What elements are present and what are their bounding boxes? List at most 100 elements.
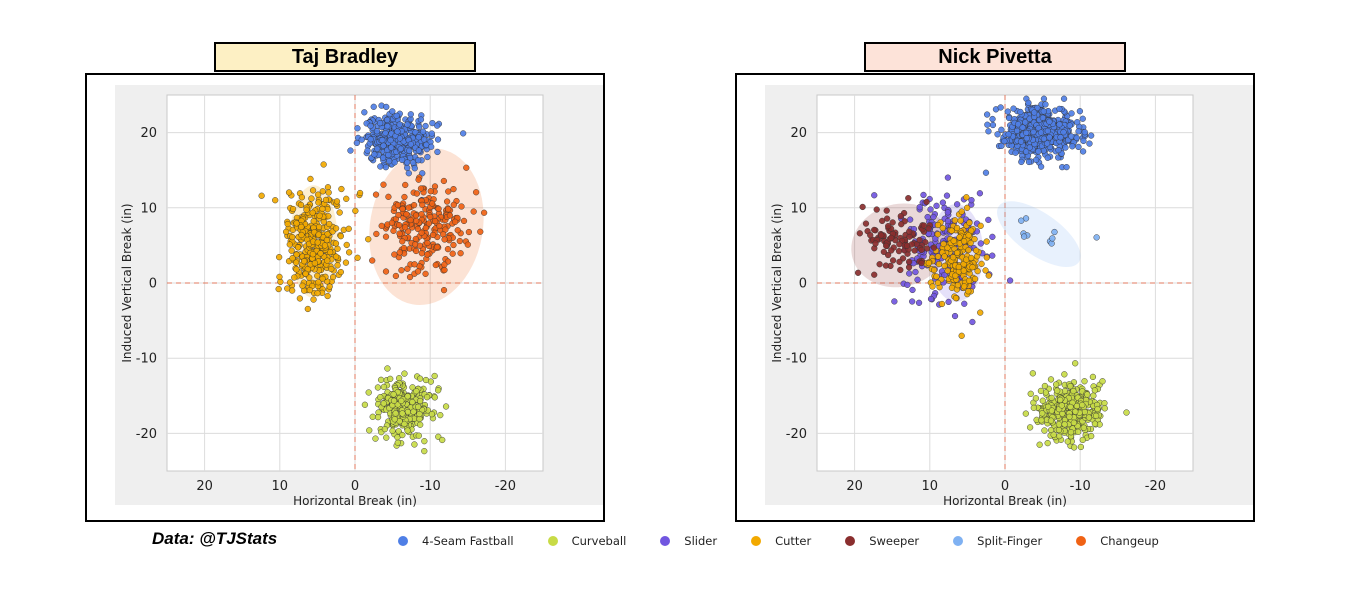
data-point-cutter [325,189,332,196]
data-point-curveball [1026,424,1034,431]
data-point-4-seam-fastball [382,164,389,171]
data-point-curveball [374,384,382,391]
data-point-4-seam-fastball [1060,95,1068,102]
data-point-changeup [391,251,398,258]
data-point-cutter [969,264,976,271]
data-point-curveball [415,403,422,411]
data-point-cutter [316,212,323,219]
data-point-sweeper [876,261,883,268]
data-point-curveball [415,432,422,439]
data-point-changeup [407,216,414,224]
data-point-sweeper [871,271,878,278]
data-point-sweeper [920,222,928,229]
x-tick-label: 20 [196,479,213,494]
data-point-curveball [1079,436,1086,444]
data-point-changeup [372,191,380,198]
data-point-4-seam-fastball [1074,119,1081,126]
data-point-4-seam-fastball [1017,108,1024,116]
data-point-changeup [422,270,429,277]
data-point-sweeper [905,195,912,202]
data-point-curveball [1022,410,1029,417]
data-point-cutter [963,204,971,211]
legend-item: Slider [660,534,717,548]
data-point-cutter [286,279,294,286]
data-point-4-seam-fastball [1068,110,1075,117]
data-point-4-seam-fastball [379,154,387,161]
data-point-sweeper [923,245,931,252]
data-point-4-seam-fastball [379,136,386,144]
data-point-changeup [395,211,402,219]
data-point-cutter [930,266,938,274]
y-tick-label: -20 [136,427,157,442]
data-point-cutter [315,223,323,231]
data-point-curveball [380,383,388,391]
data-point-cutter [966,219,973,226]
data-point-curveball [377,376,385,383]
data-point-sweeper [859,203,866,211]
data-point-changeup [385,193,392,200]
data-point-curveball [394,439,401,446]
data-point-sweeper [898,221,905,228]
series-4-seam-fastball [982,95,1095,176]
data-point-curveball [1084,391,1091,398]
data-point-4-seam-fastball [407,141,415,148]
data-point-4-seam-fastball [415,123,423,131]
data-point-curveball [1048,394,1055,402]
data-point-cutter [958,332,965,339]
data-point-changeup [396,249,403,256]
data-point-curveball [404,393,411,400]
data-point-cutter [332,225,340,232]
data-point-changeup [477,228,484,235]
data-point-4-seam-fastball [1075,128,1082,135]
data-point-sweeper [862,220,870,227]
data-point-cutter [276,254,283,261]
data-point-4-seam-fastball [1046,134,1053,141]
data-point-cutter [322,196,330,204]
data-point-cutter [965,288,972,295]
data-point-curveball [1094,405,1101,413]
data-point-sweeper [905,258,913,265]
data-point-4-seam-fastball [1055,147,1062,154]
data-point-changeup [463,164,470,171]
data-point-changeup [470,208,477,215]
data-point-4-seam-fastball [1039,114,1047,121]
data-point-slider [961,300,968,307]
data-point-changeup [450,241,457,249]
data-point-changeup [380,181,387,188]
data-point-curveball [1091,420,1099,427]
data-point-cutter [965,246,972,254]
data-point-changeup [392,272,400,280]
data-point-changeup [458,203,465,210]
data-point-changeup [445,188,452,195]
data-point-cutter [337,233,344,240]
data-point-4-seam-fastball [354,125,361,132]
data-point-changeup [472,189,480,196]
data-point-cutter [314,272,321,279]
data-point-cutter [952,272,959,279]
data-point-curveball [1067,403,1074,411]
data-point-curveball [399,410,406,417]
data-point-4-seam-fastball [396,121,403,128]
data-point-cutter [343,241,350,249]
data-point-cutter [960,267,967,274]
data-point-curveball [1067,383,1074,390]
data-point-slider [909,298,916,305]
data-point-changeup [382,268,390,275]
data-point-curveball [1038,417,1045,424]
data-point-slider [927,206,934,213]
data-point-cutter [308,195,315,202]
data-point-cutter [296,295,304,302]
data-point-cutter [954,282,961,289]
data-point-changeup [398,267,405,274]
data-point-curveball [374,414,382,421]
data-point-curveball [366,427,373,434]
legend-label: Curveball [571,534,627,548]
data-point-cutter [293,251,300,258]
data-point-curveball [372,435,379,442]
data-point-curveball [1075,428,1082,435]
data-point-curveball [1066,413,1073,420]
data-point-4-seam-fastball [428,130,435,137]
data-point-sweeper [888,247,895,254]
data-point-curveball [1041,382,1049,390]
data-point-sweeper [916,236,923,244]
